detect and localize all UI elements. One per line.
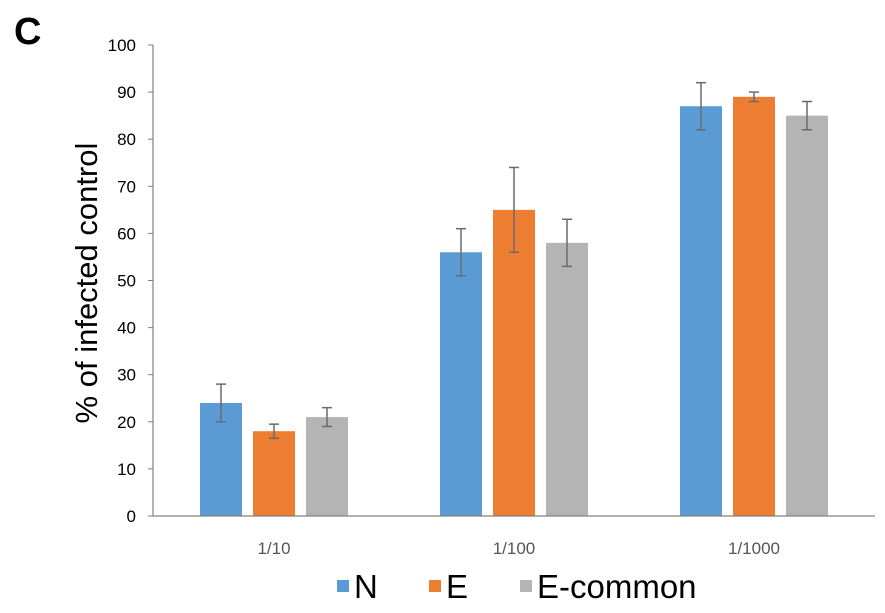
y-tick-label: 20 [117,413,136,432]
y-tick-label: 50 [117,272,136,291]
x-axis-ticks: 1/10 1/100 1/1000 [257,539,780,558]
bar-e-2 [733,96,775,516]
y-tick-label: 40 [117,319,136,338]
x-tick-label: 1/100 [493,539,536,558]
legend-swatch-e-common [520,580,532,592]
y-tick-label: 10 [117,460,136,479]
y-tick-label: 100 [108,36,136,55]
legend-label-e: E [446,568,468,605]
legend-label-e-common: E-common [537,568,697,605]
y-tick-label: 60 [117,224,136,243]
bars [200,96,828,517]
y-tick-label: 80 [117,130,136,149]
x-tick-label: 1/1000 [728,539,780,558]
bar-n-2 [680,106,722,516]
x-tick-label: 1/10 [257,539,290,558]
legend: N E E-common [337,568,697,605]
error-bars [216,81,812,440]
y-axis-label: % of infected control [69,143,104,424]
legend-label-n: N [354,568,378,605]
legend-swatch-n [337,580,349,592]
bar-e-common-0 [306,417,348,516]
y-axis-ticks: 0 10 20 30 40 50 60 70 80 90 100 [108,36,153,526]
legend-swatch-e [429,580,441,592]
y-tick-label: 30 [117,366,136,385]
bar-n-1 [440,252,482,517]
bar-e-1 [493,209,535,516]
bar-e-0 [253,431,295,516]
bar-e-common-1 [546,242,588,516]
y-tick-label: 0 [127,507,136,526]
panel-label: C [14,11,41,53]
axes [152,45,875,517]
y-tick-label: 70 [117,177,136,196]
bar-e-common-2 [786,115,828,517]
y-tick-label: 90 [117,83,136,102]
